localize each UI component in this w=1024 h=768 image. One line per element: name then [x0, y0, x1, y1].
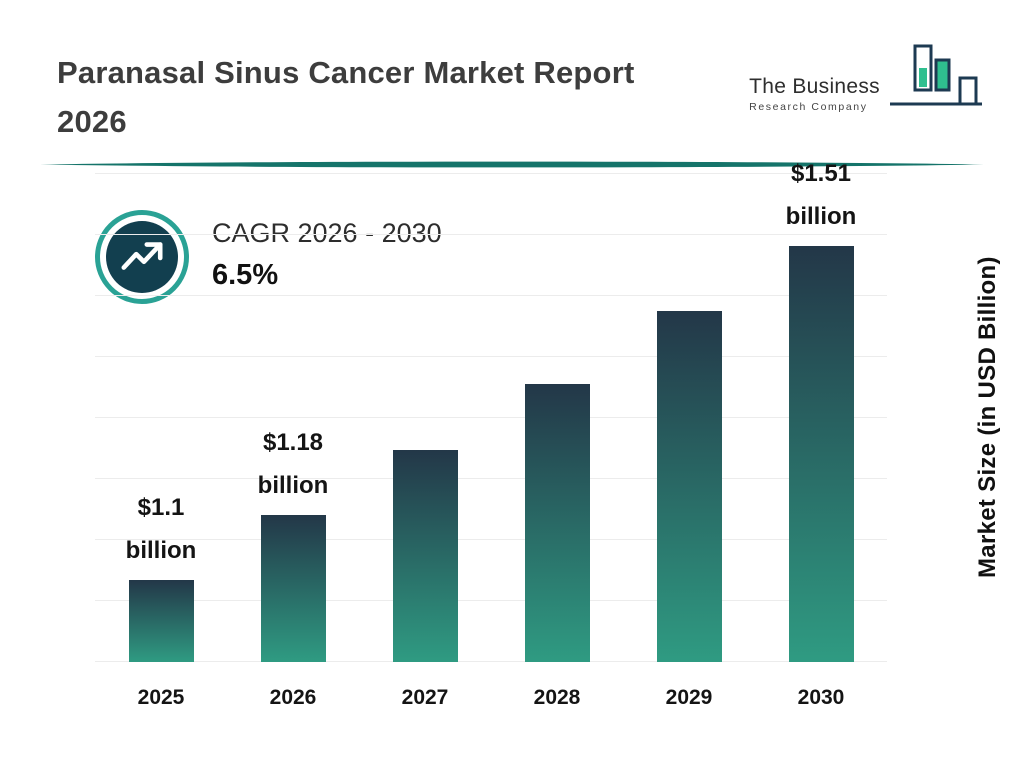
bar-2029 — [656, 311, 722, 662]
bar-value-label: $1.1 billion — [125, 494, 197, 564]
page-title-line2: 2026 — [57, 104, 127, 139]
bar-2030 — [788, 246, 854, 662]
x-axis-label: 2028 — [533, 686, 581, 709]
page-title: Paranasal Sinus Cancer Market Report 202… — [57, 48, 737, 146]
x-axis-label: 2026 — [269, 686, 317, 709]
bar-2028 — [524, 384, 590, 662]
bar-slot: 2029 — [623, 172, 755, 709]
logo: The Business Research Company — [749, 42, 986, 127]
bar-slot: $1.18 billion 2026 — [227, 172, 359, 709]
bar-slot: $1.1 billion 2025 — [95, 172, 227, 709]
y-axis-label: Market Size (in USD Billion) — [974, 256, 1001, 578]
bar-slot: 2027 — [359, 172, 491, 709]
logo-subname: Research Company — [749, 101, 868, 113]
page-title-line1: Paranasal Sinus Cancer Market Report — [57, 55, 635, 90]
x-axis-label: 2025 — [137, 686, 185, 709]
bar-value-label: $1.18 billion — [257, 429, 329, 499]
bar-chart-logo-icon — [886, 42, 986, 127]
bar-2026 — [260, 515, 326, 662]
x-axis-label: 2027 — [401, 686, 449, 709]
divider — [40, 156, 984, 168]
bar-2027 — [392, 450, 458, 662]
x-axis-label: 2030 — [797, 686, 845, 709]
plot-area: $1.1 billion 2025 $1.18 billion 2026 2027 2028 2… — [95, 160, 887, 709]
bar-2025 — [128, 580, 194, 662]
bar-slot: 2028 — [491, 172, 623, 709]
bar-value-label: $1.51 billion — [785, 160, 857, 230]
logo-name: The Business — [749, 75, 880, 98]
x-axis-label: 2029 — [665, 686, 713, 709]
bar-slot: $1.51 billion 2030 — [755, 160, 887, 709]
logo-text: The Business Research Company — [749, 75, 880, 127]
